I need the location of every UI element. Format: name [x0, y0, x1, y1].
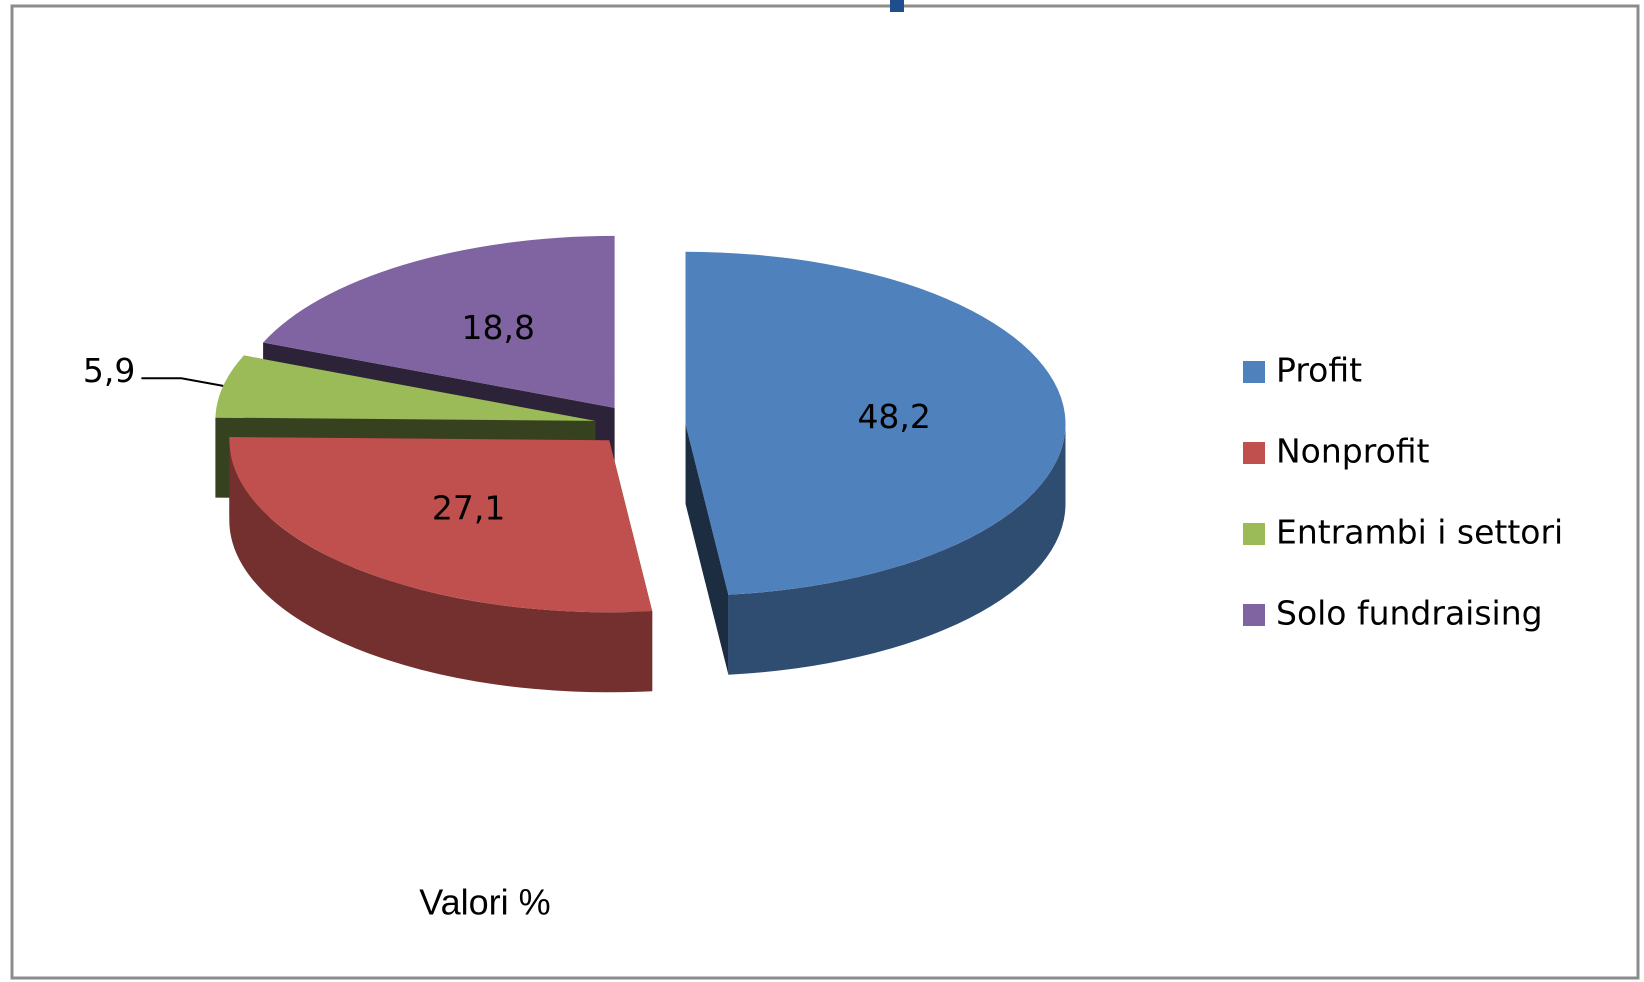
legend-swatch	[1243, 361, 1265, 383]
slice	[229, 437, 653, 613]
legend-label: Nonprofit	[1276, 432, 1430, 471]
legend: Profit Nonprofit Entrambi i settori Solo fu…	[1243, 351, 1563, 633]
data-label: 27,1	[432, 489, 505, 528]
legend-label: Solo fundraising	[1276, 594, 1543, 633]
data-label: 48,2	[857, 397, 930, 436]
slice-side	[685, 423, 729, 675]
top-tab	[890, 0, 904, 12]
legend-label: Entrambi i settori	[1276, 513, 1563, 552]
annotation: Valori %	[419, 882, 550, 923]
data-label: 18,8	[461, 308, 534, 347]
pie: 48,2 27,1 5,9 18,8	[83, 235, 1066, 693]
legend-swatch	[1243, 442, 1265, 464]
slice-wall	[728, 423, 1066, 675]
legend-label: Profit	[1276, 351, 1362, 390]
slice	[685, 251, 1066, 595]
slice-wall	[229, 440, 653, 693]
leader-line	[141, 377, 224, 387]
legend-swatch	[1243, 523, 1265, 545]
slice	[263, 235, 615, 408]
data-label: 5,9	[83, 351, 135, 390]
legend-swatch	[1243, 604, 1265, 626]
slice	[215, 355, 596, 421]
